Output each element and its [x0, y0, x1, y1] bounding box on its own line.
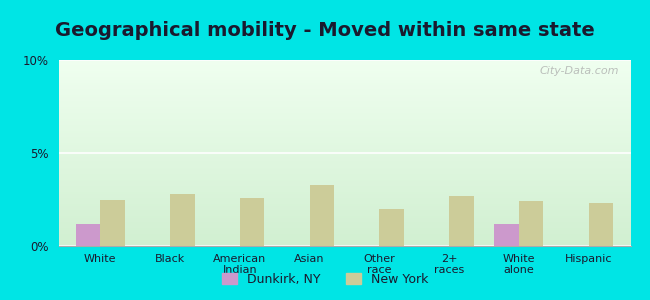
Bar	[589, 203, 613, 246]
Text: City-Data.com: City-Data.com	[540, 66, 619, 76]
Legend: Dunkirk, NY, New York: Dunkirk, NY, New York	[217, 268, 433, 291]
Bar	[495, 224, 519, 246]
Bar	[519, 201, 543, 246]
Bar	[449, 196, 474, 246]
Bar	[100, 200, 125, 246]
Bar	[240, 198, 265, 246]
Bar	[309, 184, 334, 246]
Bar	[76, 224, 100, 246]
Bar	[380, 209, 404, 246]
Bar	[170, 194, 194, 246]
Text: Geographical mobility - Moved within same state: Geographical mobility - Moved within sam…	[55, 21, 595, 40]
